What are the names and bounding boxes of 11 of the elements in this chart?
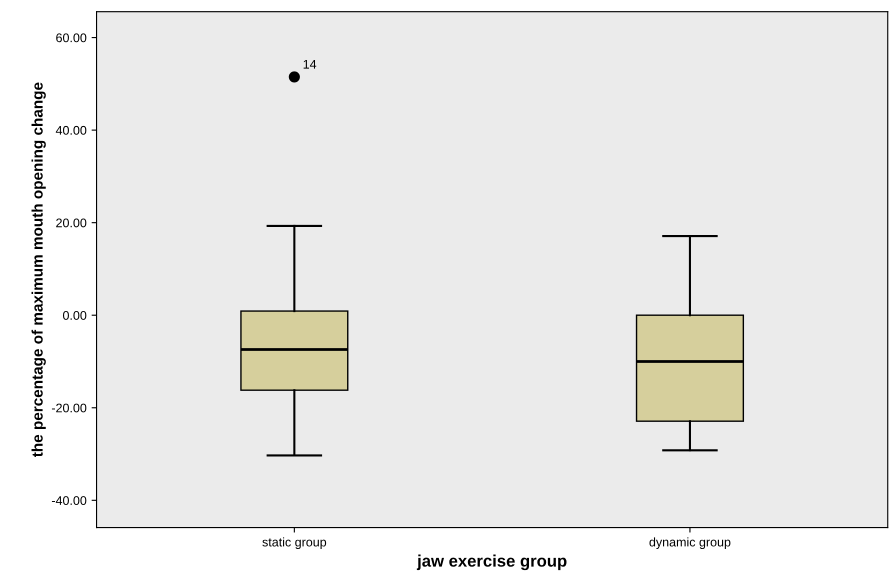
y-tick-label: 60.00	[56, 33, 86, 42]
y-tick-label: 0.00	[62, 311, 86, 320]
annotation: 14	[304, 60, 316, 69]
y-tick-label: -20.00	[52, 404, 86, 412]
y-tick-label: 40.00	[56, 126, 86, 135]
y-tick-label: -40.00	[52, 496, 86, 505]
y-axis-title: the percentage of maximum mouth opening change	[32, 82, 46, 458]
x-axis-title: jaw exercise group	[416, 554, 566, 570]
x-tick-label: static group	[262, 537, 326, 549]
x-tick-label: dynamic group	[649, 537, 730, 549]
y-tick-label: 20.00	[56, 218, 86, 228]
